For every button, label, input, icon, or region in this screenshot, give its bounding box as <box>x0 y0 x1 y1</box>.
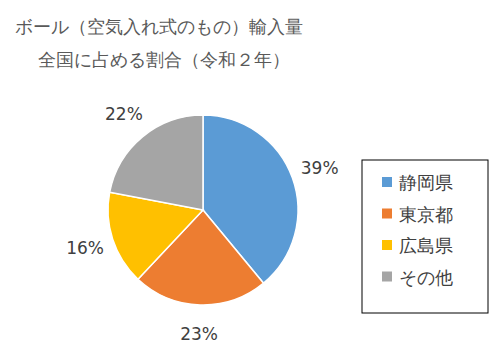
data-label: 16% <box>66 238 104 258</box>
legend-label: 東京都 <box>399 204 453 225</box>
data-label: 23% <box>180 324 218 344</box>
legend-label: 広島県 <box>399 235 453 256</box>
legend-label: その他 <box>399 267 453 288</box>
legend-swatch <box>382 209 392 219</box>
legend-label: 静岡県 <box>399 172 453 193</box>
legend-frame <box>362 160 488 313</box>
slices <box>108 115 298 305</box>
legend-swatch <box>382 177 392 187</box>
data-label: 22% <box>105 104 143 124</box>
data-label: 39% <box>301 158 339 178</box>
chart-container: ボール（空気入れ式のもの）輸入量全国に占める割合（令和２年） 39% 23% 16% 2… <box>0 0 503 347</box>
subtitle: 全国に占める割合（令和２年） <box>38 49 290 70</box>
chart: ボール（空気入れ式のもの）輸入量全国に占める割合（令和２年） 39% 23% 16% 2… <box>0 0 503 347</box>
slice <box>110 115 203 210</box>
legend-swatch <box>382 240 392 250</box>
title: ボール（空気入れ式のもの）輸入量 <box>15 16 303 37</box>
legend: 静岡県東京都広島県その他 <box>362 160 488 313</box>
legend-swatch <box>382 272 392 282</box>
